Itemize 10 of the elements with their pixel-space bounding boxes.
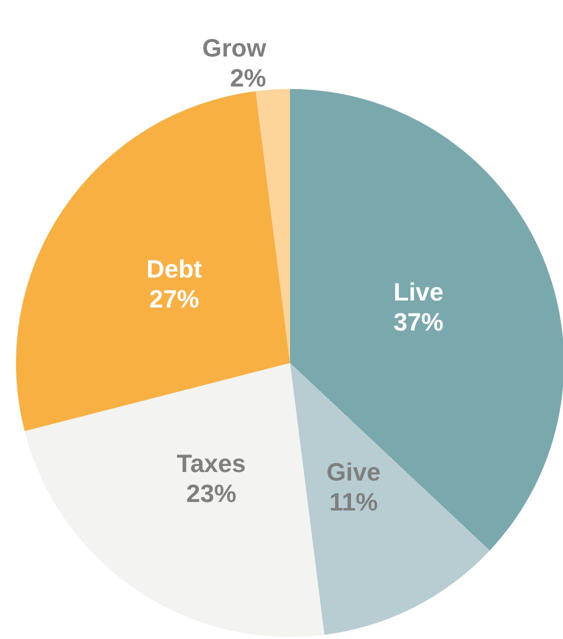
slice-label: Live xyxy=(393,278,444,306)
data-label: 37% xyxy=(393,308,444,336)
data-label: 27% xyxy=(149,285,200,314)
slice-label: Grow xyxy=(202,34,267,63)
slice-label: Taxes xyxy=(176,450,246,478)
data-label: 23% xyxy=(186,480,236,508)
data-label: 2% xyxy=(230,64,266,93)
data-label: 11% xyxy=(329,488,378,517)
slice-label: Debt xyxy=(146,255,203,284)
slice-label: Give xyxy=(326,458,381,487)
